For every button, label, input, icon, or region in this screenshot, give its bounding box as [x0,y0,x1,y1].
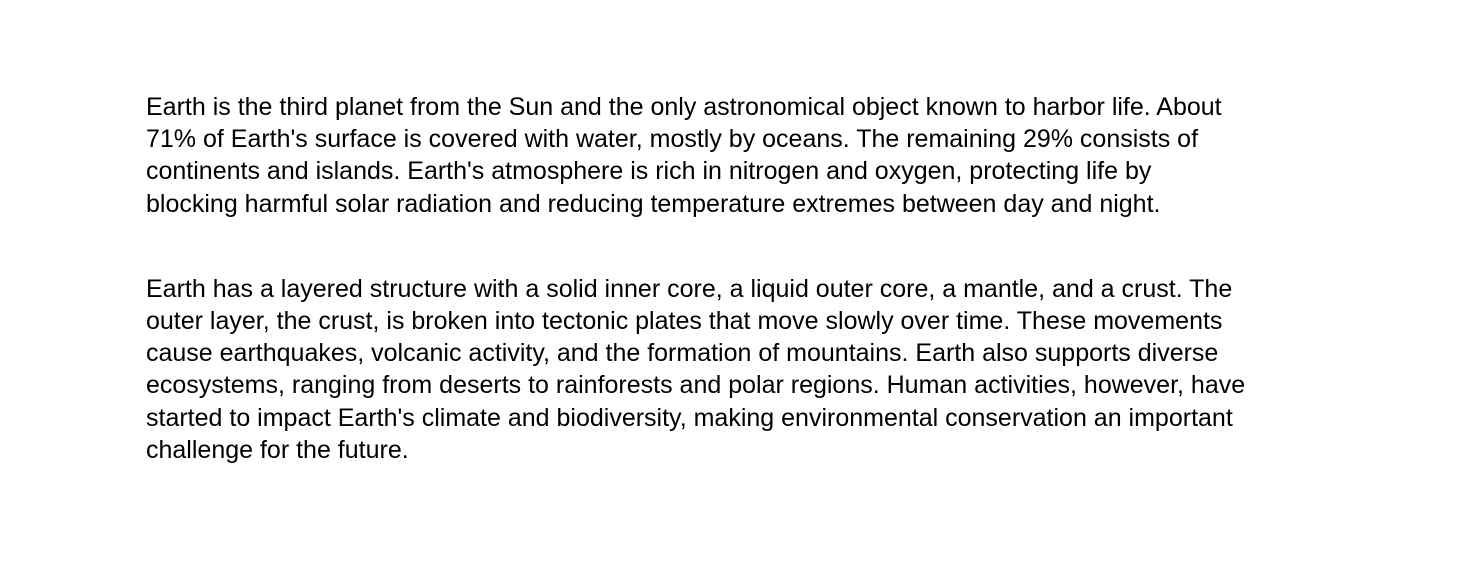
paragraph-line: Earth is the third planet from the Sun a… [146,93,1222,121]
document-body: Earth is the third planet from the Sun a… [146,91,1346,466]
paragraph-line: blocking harmful solar radiation and red… [146,189,1161,218]
paragraph-line: started to impact Earth's climate and bi… [146,403,1233,432]
paragraph-line: continents and islands. Earth's atmosphe… [146,157,1152,186]
paragraph-line: ecosystems, ranging from deserts to rain… [146,371,1246,400]
paragraph-line: cause earthquakes, volcanic activity, an… [146,339,1219,368]
paragraph-line: Earth has a layered structure with a sol… [146,274,1233,303]
paragraph-line: challenge for the future. [146,435,409,464]
paragraph-earth-structure: Earth has a layered structure with a sol… [146,273,1346,466]
paragraph-line: outer layer, the crust, is broken into t… [146,307,1223,336]
paragraph-earth-overview: Earth is the third planet from the Sun a… [146,91,1346,220]
paragraph-line: 71% of Earth's surface is covered with w… [146,125,1199,154]
